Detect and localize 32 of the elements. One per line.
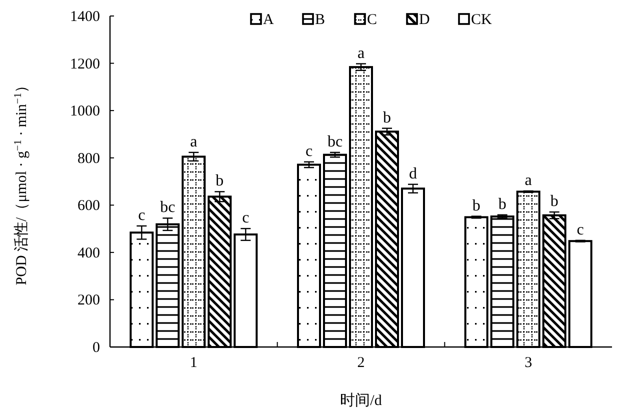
- data-label: b: [550, 193, 558, 210]
- data-label: b: [216, 172, 224, 190]
- data-label: c: [576, 221, 584, 238]
- data-label: b: [498, 196, 506, 213]
- data-label: b: [472, 197, 480, 214]
- y-tick-label: 0: [92, 340, 100, 356]
- data-label: c: [242, 210, 250, 227]
- data-label: b: [383, 109, 391, 126]
- data-label: d: [409, 165, 417, 182]
- data-label: a: [190, 133, 198, 150]
- y-tick-label: 1200: [70, 56, 100, 72]
- y-tick-label: 1000: [70, 104, 100, 120]
- data-label: a: [524, 172, 532, 189]
- legend-label: A: [263, 12, 274, 28]
- y-tick-label: 400: [78, 245, 100, 262]
- y-tick-label: 600: [78, 198, 100, 214]
- data-label: c: [305, 142, 313, 160]
- data-label: c: [138, 206, 146, 224]
- data-label: bc: [327, 133, 343, 150]
- y-tick-label: 800: [78, 150, 100, 167]
- legend-label: D: [419, 12, 430, 28]
- legend-label: B: [315, 12, 326, 28]
- data-label: a: [357, 44, 365, 62]
- x-tick-label: 1: [190, 355, 198, 371]
- x-tick-label: 2: [357, 355, 365, 371]
- legend-label: C: [367, 12, 378, 28]
- y-tick-label: 200: [78, 292, 100, 309]
- data-label: bc: [160, 199, 176, 216]
- y-tick-label: 1400: [70, 9, 100, 25]
- x-tick-label: 3: [524, 355, 532, 371]
- x-axis-title: 时间/d: [340, 392, 382, 409]
- legend-label: CK: [471, 12, 492, 28]
